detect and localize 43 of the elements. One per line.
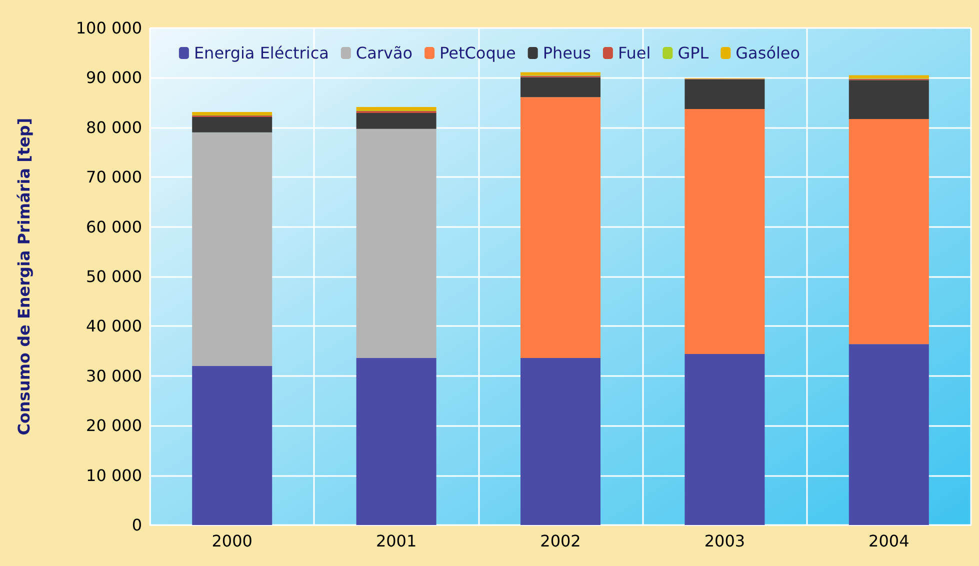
x-tick-label: 2000 [212, 532, 252, 550]
y-tick-label: 30 000 [86, 366, 142, 386]
x-tick-label: 2002 [540, 532, 581, 550]
bar [848, 344, 929, 525]
legend-label: GPL [678, 44, 709, 62]
y-tick-label: 40 000 [86, 316, 142, 336]
y-tick-label: 80 000 [86, 118, 142, 137]
legend-label: Energia Eléctrica [194, 44, 329, 62]
bar [192, 132, 272, 366]
bar [356, 128, 436, 358]
legend-label: PetCoque [440, 44, 516, 62]
bar [520, 97, 600, 358]
bar [356, 112, 436, 129]
y-tick-label: 50 000 [86, 267, 142, 286]
y-axis-title: Consumo de Energia Primária [tep] [14, 118, 34, 436]
bar [356, 107, 436, 110]
bar [192, 112, 272, 115]
bar [684, 109, 765, 354]
bar [848, 80, 929, 119]
legend-label: Carvão [356, 44, 413, 62]
y-tick-label: 100 000 [76, 18, 142, 38]
bar [520, 77, 600, 98]
bar [192, 366, 272, 525]
y-tick-label: 90 000 [86, 68, 142, 88]
bar [192, 116, 272, 132]
legend-label: Fuel [618, 44, 651, 62]
x-tick-label: 2001 [376, 532, 417, 550]
bar [848, 75, 929, 78]
bar [520, 72, 600, 76]
bar [356, 358, 436, 525]
y-tick-label: 10 000 [86, 466, 142, 485]
legend-label: Pheus [542, 44, 591, 62]
legend-label: Gasóleo [736, 44, 800, 62]
x-tick-label: 2003 [704, 532, 746, 550]
bar [520, 358, 600, 525]
bar [684, 354, 765, 525]
bar [848, 118, 929, 344]
x-tick-label: 2004 [868, 532, 910, 550]
y-tick-label: 0 [132, 516, 142, 534]
y-tick-label: 60 000 [86, 217, 142, 236]
y-tick-label: 70 000 [86, 168, 142, 187]
y-tick-label: 20 000 [86, 416, 142, 436]
bar [684, 79, 765, 110]
